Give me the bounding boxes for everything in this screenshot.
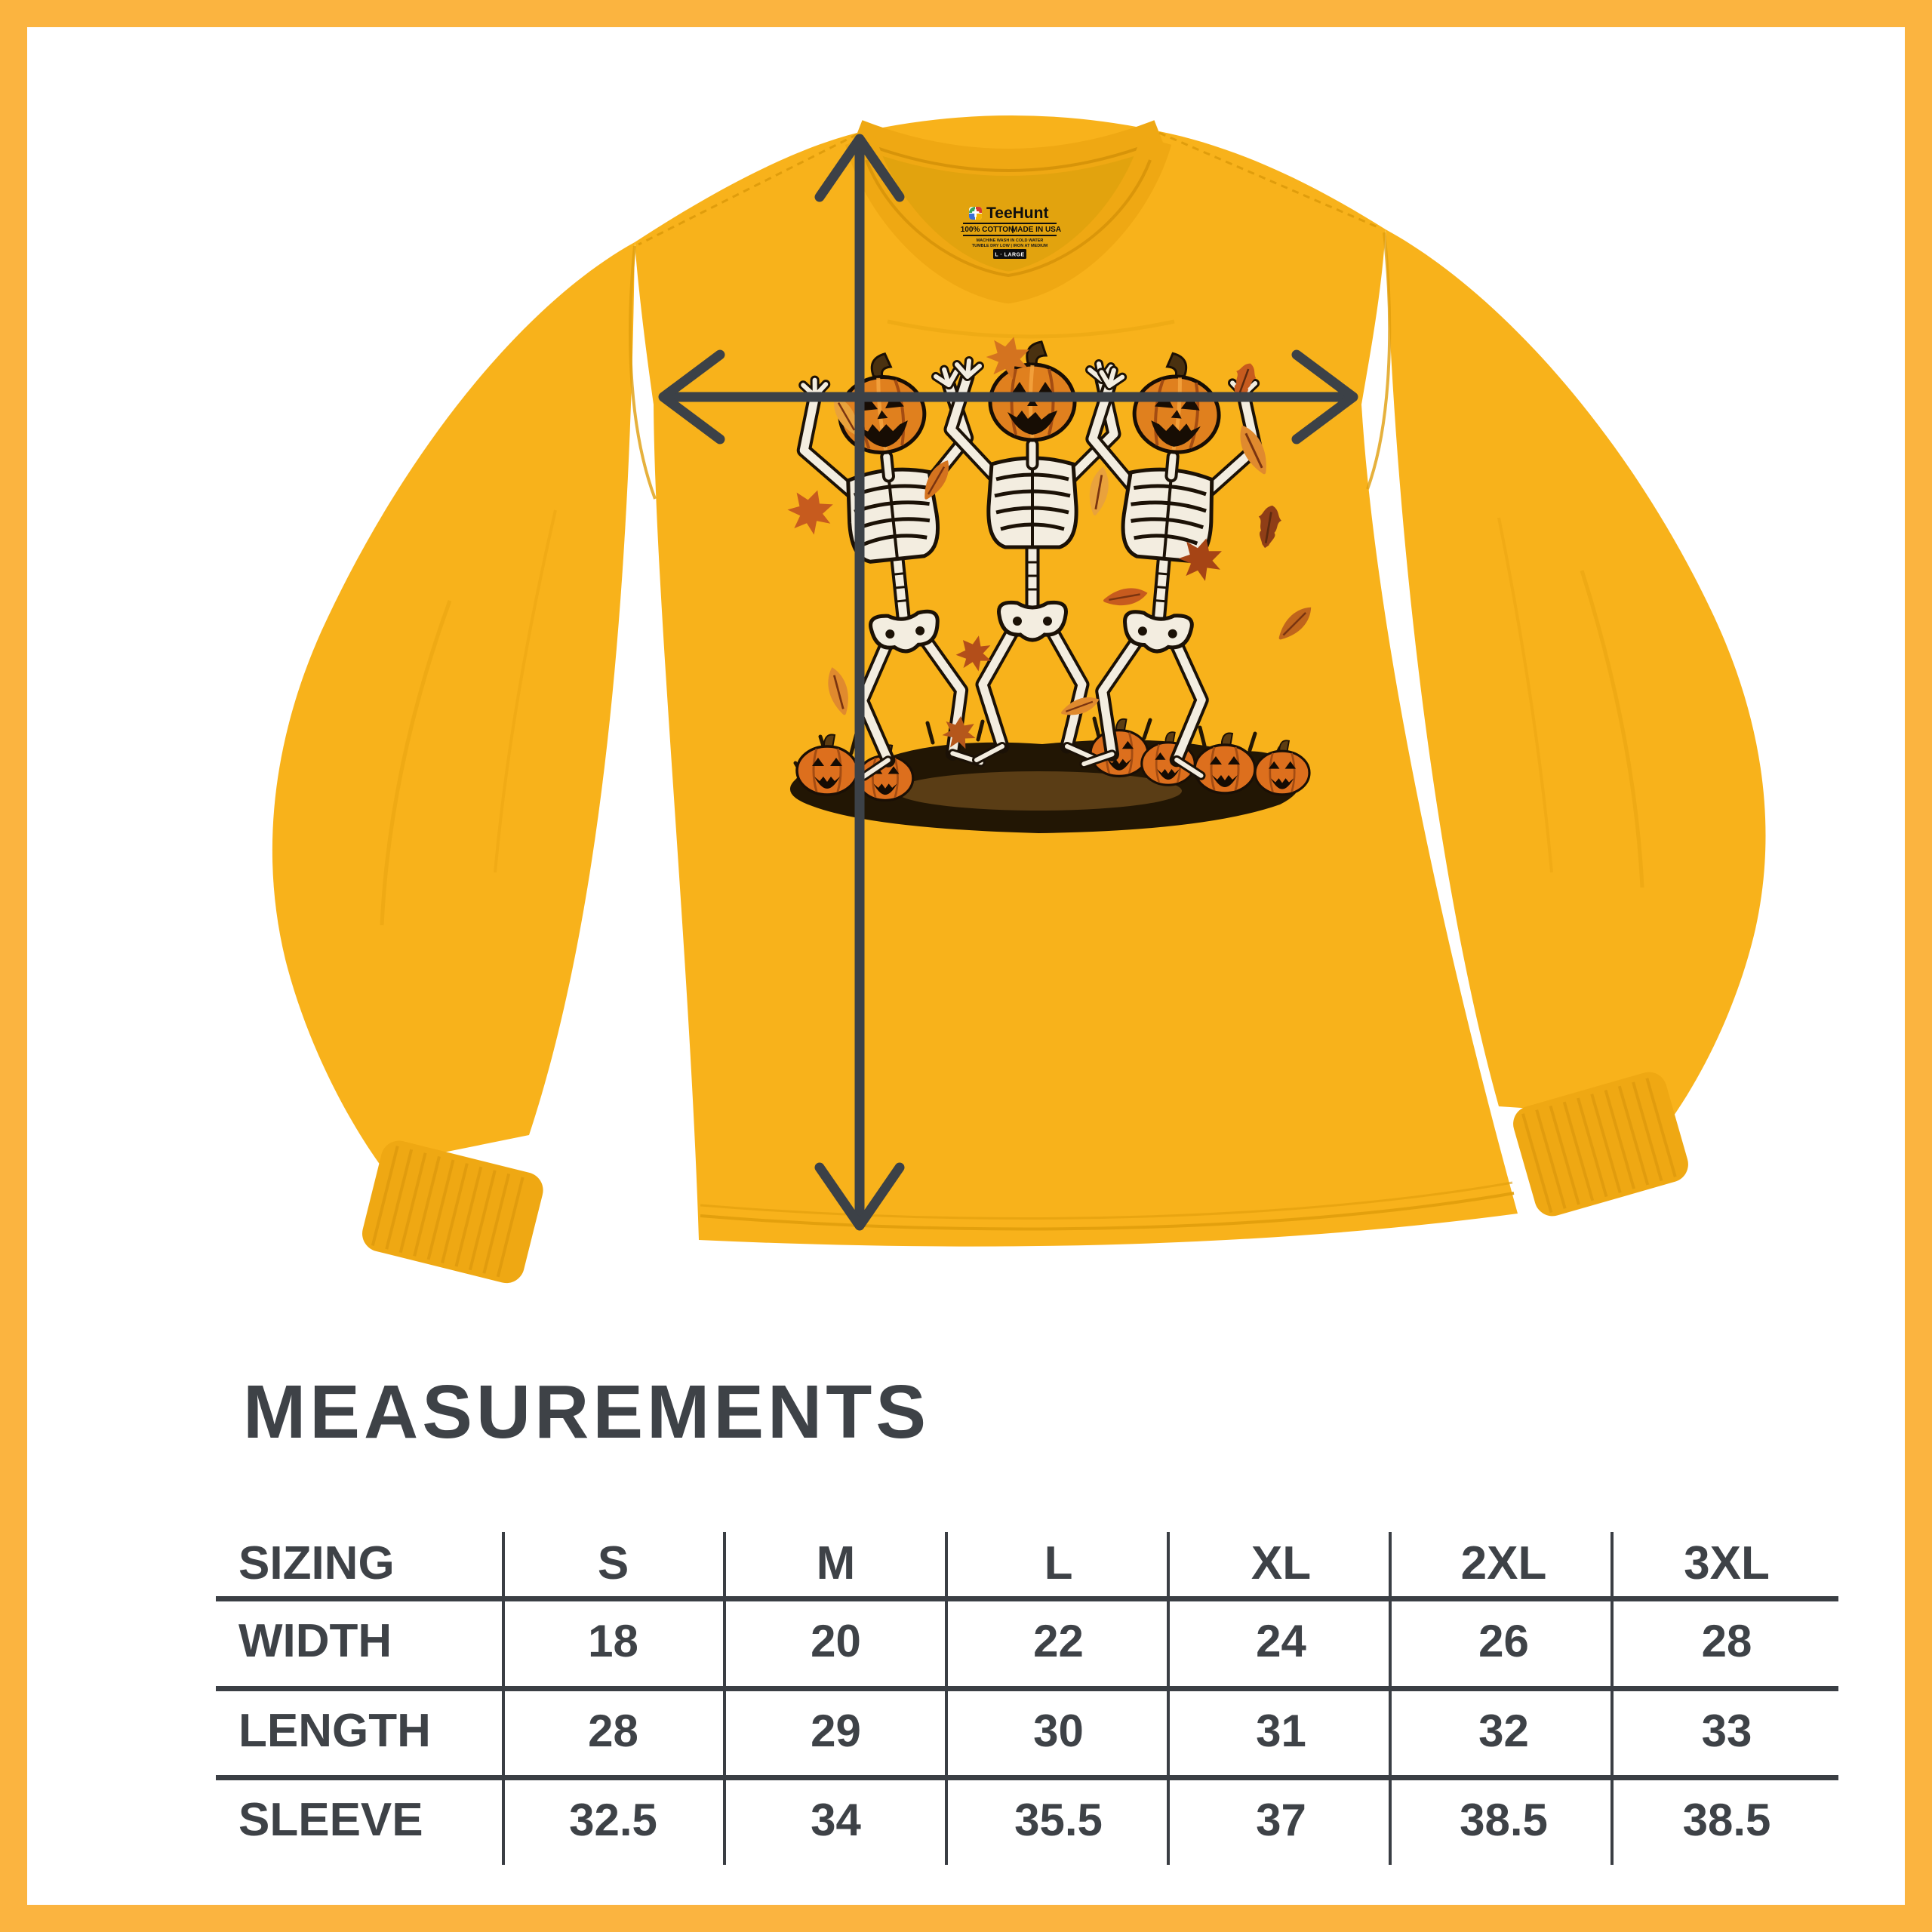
left-cuff bbox=[362, 1140, 543, 1284]
row-label-width: WIDTH bbox=[238, 1615, 392, 1667]
table-rule bbox=[1611, 1532, 1614, 1865]
table-header-size: 3XL bbox=[1684, 1537, 1770, 1589]
care-text-1: MACHINE WASH IN COLD WATER bbox=[977, 238, 1044, 243]
brand-name: TeeHunt bbox=[986, 205, 1048, 222]
table-header-size: S bbox=[597, 1537, 629, 1589]
table-rule bbox=[945, 1532, 948, 1865]
table-cell: 31 bbox=[1256, 1705, 1306, 1756]
table-cell: 38.5 bbox=[1460, 1795, 1548, 1845]
table-header-size: M bbox=[816, 1537, 856, 1589]
table-cell: 20 bbox=[811, 1616, 861, 1666]
table-cell: 28 bbox=[588, 1705, 638, 1756]
right-sleeve bbox=[1386, 229, 1766, 1118]
care-text-2: TUMBLE DRY LOW | IRON AT MEDIUM bbox=[972, 244, 1048, 248]
table-cell: 26 bbox=[1478, 1616, 1529, 1666]
table-header-size: 2XL bbox=[1460, 1537, 1547, 1589]
fabric-creases bbox=[380, 232, 1644, 1231]
table-rule bbox=[723, 1532, 726, 1865]
table-rule bbox=[1167, 1532, 1170, 1865]
right-cuff bbox=[1513, 1072, 1688, 1217]
table-cell: 38.5 bbox=[1682, 1795, 1771, 1845]
left-sleeve bbox=[272, 242, 635, 1165]
table-cell: 32.5 bbox=[569, 1795, 657, 1845]
table-rule bbox=[216, 1596, 1838, 1601]
neck-label: TeeHunt 100% COTTON MADE IN USA MACHINE … bbox=[961, 205, 1061, 259]
table-cell: 24 bbox=[1256, 1616, 1306, 1666]
size-table: SIZING S M L XL 2XL 3XL WIDTH 18 20 22 2… bbox=[216, 1531, 1838, 1865]
halloween-design bbox=[783, 331, 1318, 833]
origin-text: MADE IN USA bbox=[1011, 226, 1061, 234]
row-label-length: LENGTH bbox=[238, 1704, 431, 1757]
table-header-size: L bbox=[1044, 1537, 1073, 1589]
material-text: 100% COTTON bbox=[961, 226, 1014, 234]
size-badge bbox=[993, 249, 1026, 259]
table-cell: 30 bbox=[1033, 1705, 1084, 1756]
table-rule bbox=[216, 1775, 1838, 1780]
length-arrow-icon bbox=[814, 134, 905, 1231]
table-cell: 35.5 bbox=[1014, 1795, 1103, 1845]
table-rule bbox=[1389, 1532, 1392, 1865]
table-rule bbox=[216, 1686, 1838, 1691]
table-cell: 22 bbox=[1033, 1616, 1084, 1666]
width-arrow-icon bbox=[658, 349, 1358, 445]
table-cell: 34 bbox=[811, 1795, 861, 1845]
table-cell: 37 bbox=[1256, 1795, 1306, 1845]
table-cell: 18 bbox=[588, 1616, 638, 1666]
table-rule bbox=[502, 1532, 505, 1865]
table-cell: 32 bbox=[1478, 1705, 1529, 1756]
table-cell: 28 bbox=[1701, 1616, 1752, 1666]
table-cell: 33 bbox=[1701, 1705, 1752, 1756]
brand-logo-icon bbox=[969, 207, 982, 220]
table-cell: 29 bbox=[811, 1705, 861, 1756]
measurements-heading: MEASUREMENTS bbox=[243, 1370, 931, 1454]
table-header-sizing: SIZING bbox=[238, 1537, 395, 1589]
row-label-sleeve: SLEEVE bbox=[238, 1794, 423, 1846]
table-header-size: XL bbox=[1251, 1537, 1312, 1589]
collar bbox=[638, 120, 1380, 304]
shirt-mockup: TeeHunt 100% COTTON MADE IN USA MACHINE … bbox=[272, 115, 1766, 1284]
size-badge-text: L · LARGE bbox=[995, 253, 1024, 258]
